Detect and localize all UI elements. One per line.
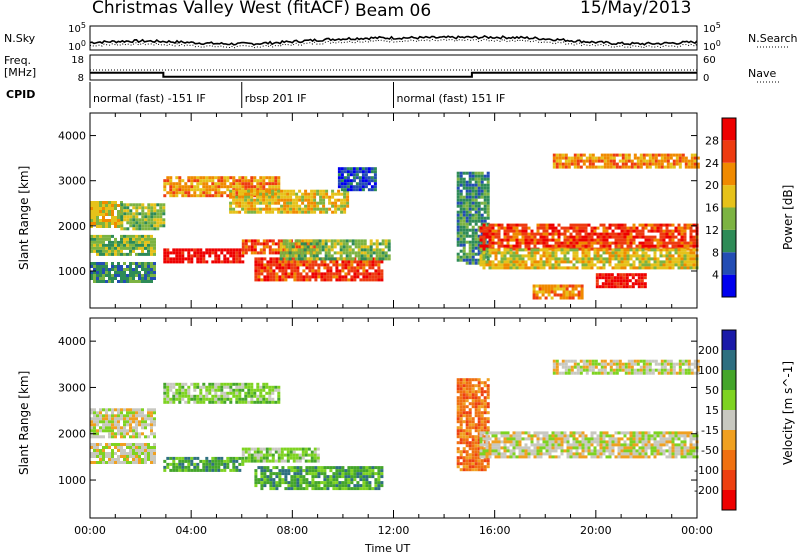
- ytick-label: 1000: [58, 265, 86, 278]
- ytick-label: 3000: [58, 175, 86, 188]
- freq-tick-top: 18: [71, 55, 84, 66]
- velocity-colorbar-swatch: [722, 430, 736, 450]
- power-colorbar-tick: 20: [705, 179, 719, 192]
- velocity-colorbar-swatch: [722, 410, 736, 430]
- xtick-label: 12:00: [378, 524, 410, 537]
- ytick-label: 2000: [58, 428, 86, 441]
- ytick-label: 2000: [58, 220, 86, 233]
- velocity-colorbar-swatch: [722, 390, 736, 410]
- power-colorbar-swatch: [722, 140, 736, 162]
- velocity-colorbar-swatch: [722, 490, 736, 510]
- cpid-segment-label: normal (fast) -151 IF: [93, 92, 206, 105]
- cpid-segment-label: normal (fast) 151 IF: [397, 92, 506, 105]
- xtick-label: 16:00: [479, 524, 511, 537]
- nave-tick-top: 60: [703, 55, 716, 66]
- ytick-label: 1000: [58, 474, 86, 487]
- velocity-colorbar-swatch: [722, 470, 736, 490]
- velocity-colorbar-tick: 100: [698, 364, 719, 377]
- xtick-label: 00:00: [74, 524, 106, 537]
- power-panel-frame-data: [90, 154, 700, 300]
- xtick-label: 00:00: [681, 524, 713, 537]
- power-colorbar-tick: 24: [705, 157, 719, 170]
- velocity-colorbar-tick: 15: [705, 404, 719, 417]
- noise-right-tick-top: 105: [703, 21, 721, 35]
- velocity-panel-frame-data: [90, 360, 700, 490]
- xtick-label: 08:00: [276, 524, 308, 537]
- noise-left-tick-top: 105: [68, 21, 86, 35]
- power-colorbar-tick: 12: [705, 224, 719, 237]
- power-colorbar-tick: 4: [712, 269, 719, 282]
- ytick-label: 3000: [58, 381, 86, 394]
- velocity-colorbar-tick: -100: [694, 464, 719, 477]
- power-colorbar-swatch: [722, 163, 736, 185]
- ytick-label: 4000: [58, 130, 86, 143]
- power-colorbar-swatch: [722, 230, 736, 252]
- velocity-colorbar-tick: 50: [705, 384, 719, 397]
- velocity-colorbar-swatch: [722, 330, 736, 350]
- velocity-colorbar-tick: -15: [701, 424, 719, 437]
- power-colorbar-swatch: [722, 185, 736, 207]
- power-colorbar-swatch: [722, 252, 736, 274]
- noise-right-tick-bottom: 100: [703, 39, 721, 53]
- nave-tick-bottom: 0: [703, 73, 709, 84]
- cpid-segment-label: rbsp 201 IF: [245, 92, 307, 105]
- freq-tick-bottom: 8: [78, 73, 84, 84]
- velocity-colorbar-tick: -50: [701, 444, 719, 457]
- power-colorbar-swatch: [722, 118, 736, 140]
- noise-left-tick-bottom: 100: [68, 39, 86, 53]
- power-colorbar-swatch: [722, 208, 736, 230]
- noise-sky-line: [90, 36, 697, 45]
- velocity-panel-frame: [90, 318, 697, 518]
- power-colorbar-swatch: [722, 275, 736, 297]
- power-colorbar-tick: 8: [712, 246, 719, 259]
- velocity-colorbar-tick: -200: [694, 484, 719, 497]
- freq-line: [90, 73, 697, 77]
- velocity-colorbar-tick: 200: [698, 344, 719, 357]
- xtick-label: 20:00: [580, 524, 612, 537]
- ytick-label: 4000: [58, 335, 86, 348]
- velocity-colorbar-swatch: [722, 370, 736, 390]
- power-colorbar-tick: 28: [705, 134, 719, 147]
- xtick-label: 04:00: [175, 524, 207, 537]
- velocity-colorbar-swatch: [722, 350, 736, 370]
- power-colorbar-tick: 16: [705, 202, 719, 215]
- velocity-colorbar-swatch: [722, 450, 736, 470]
